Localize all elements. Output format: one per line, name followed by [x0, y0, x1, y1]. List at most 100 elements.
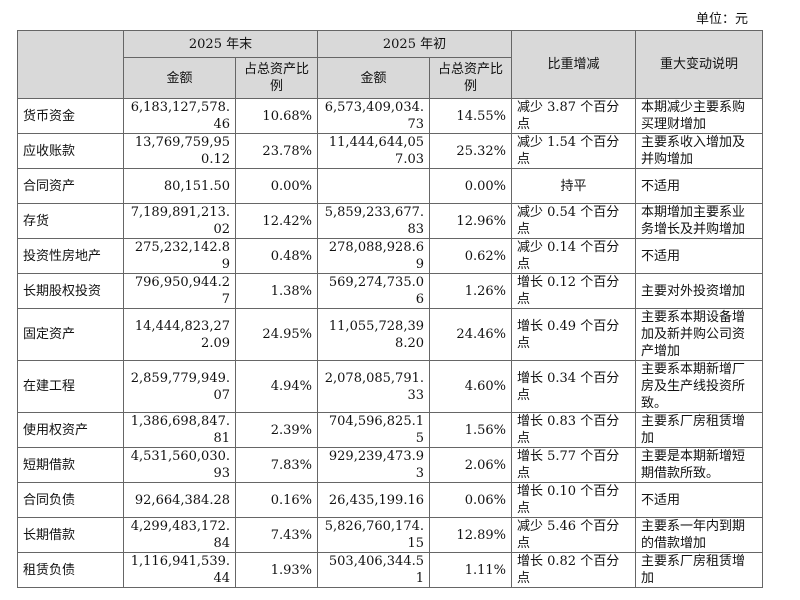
row-item-name: 在建工程: [17, 360, 124, 413]
row-begin-ratio: 1.11%: [429, 552, 512, 588]
balance-change-table: 2025 年末 2025 年初 比重增减 重大变动说明 金额 占总资产比例 金额…: [17, 30, 763, 588]
row-item-name: 固定资产: [17, 308, 124, 361]
row-end-ratio: 0.48%: [235, 238, 318, 274]
row-note: 主要系厂房租赁增加: [635, 412, 763, 448]
row-change: 增长 0.12 个百分点: [511, 273, 636, 309]
row-end-ratio: 23.78%: [235, 133, 318, 169]
unit-label: 单位：元: [695, 12, 748, 27]
row-item-name: 投资性房地产: [17, 238, 124, 274]
row-change: 持平: [511, 168, 636, 204]
row-end-ratio: 4.94%: [235, 360, 318, 413]
row-change: 增长 0.49 个百分点: [511, 308, 636, 361]
row-begin-amount: [317, 168, 430, 204]
row-change: 增长 0.34 个百分点: [511, 360, 636, 413]
row-begin-amount: 5,826,760,174.15: [317, 517, 430, 553]
row-end-amount: 4,299,483,172.84: [123, 517, 236, 553]
table-header: 2025 年末 2025 年初 比重增减 重大变动说明 金额 占总资产比例 金额…: [17, 30, 763, 99]
row-item-name: 存货: [17, 203, 124, 239]
row-begin-amount: 26,435,199.16: [317, 482, 430, 518]
row-begin-amount: 6,573,409,034.73: [317, 98, 430, 134]
row-change: 减少 3.87 个百分点: [511, 98, 636, 134]
row-begin-ratio: 12.89%: [429, 517, 512, 553]
row-end-amount: 92,664,384.28: [123, 482, 236, 518]
table-row: 长期借款 4,299,483,172.84 7.43% 5,826,760,17…: [17, 517, 763, 553]
table-row: 存货 7,189,891,213.02 12.42% 5,859,233,677…: [17, 203, 763, 239]
row-begin-ratio: 24.46%: [429, 308, 512, 361]
table-row: 固定资产 14,444,823,272.09 24.95% 11,055,728…: [17, 308, 763, 361]
row-end-ratio: 7.83%: [235, 447, 318, 483]
row-begin-ratio: 1.26%: [429, 273, 512, 309]
row-begin-amount: 11,055,728,398.20: [317, 308, 430, 361]
row-begin-ratio: 14.55%: [429, 98, 512, 134]
row-note: 本期增加主要系业务增长及并购增加: [635, 203, 763, 239]
row-note: 不适用: [635, 238, 763, 274]
row-end-ratio: 0.00%: [235, 168, 318, 204]
row-note: 主要系收入增加及并购增加: [635, 133, 763, 169]
header-begin-ratio: 占总资产比例: [429, 57, 512, 99]
row-end-ratio: 24.95%: [235, 308, 318, 361]
row-change: 增长 0.83 个百分点: [511, 412, 636, 448]
row-end-amount: 7,189,891,213.02: [123, 203, 236, 239]
row-begin-ratio: 0.06%: [429, 482, 512, 518]
row-item-name: 合同负债: [17, 482, 124, 518]
row-begin-ratio: 0.00%: [429, 168, 512, 204]
row-begin-amount: 2,078,085,791.33: [317, 360, 430, 413]
row-begin-amount: 704,596,825.15: [317, 412, 430, 448]
table-body: 货币资金 6,183,127,578.46 10.68% 6,573,409,0…: [17, 98, 763, 588]
row-end-amount: 6,183,127,578.46: [123, 98, 236, 134]
row-item-name: 短期借款: [17, 447, 124, 483]
row-end-ratio: 10.68%: [235, 98, 318, 134]
row-note: 主要系厂房租赁增加: [635, 552, 763, 588]
row-begin-amount: 11,444,644,057.03: [317, 133, 430, 169]
row-note: 不适用: [635, 168, 763, 204]
row-item-name: 应收账款: [17, 133, 124, 169]
row-end-ratio: 1.38%: [235, 273, 318, 309]
header-begin-amount: 金额: [317, 57, 430, 99]
row-item-name: 长期借款: [17, 517, 124, 553]
row-note: 主要系本期设备增加及新并购公司资产增加: [635, 308, 763, 361]
row-note: 不适用: [635, 482, 763, 518]
row-end-amount: 275,232,142.89: [123, 238, 236, 274]
table-row: 应收账款 13,769,759,950.12 23.78% 11,444,644…: [17, 133, 763, 169]
row-begin-amount: 569,274,735.06: [317, 273, 430, 309]
table-row: 使用权资产 1,386,698,847.81 2.39% 704,596,825…: [17, 412, 763, 448]
table-row: 货币资金 6,183,127,578.46 10.68% 6,573,409,0…: [17, 98, 763, 134]
header-period-begin: 2025 年初: [317, 30, 512, 58]
table-row: 租赁负债 1,116,941,539.44 1.93% 503,406,344.…: [17, 552, 763, 588]
row-note: 主要是本期新增短期借款所致。: [635, 447, 763, 483]
table-row: 合同负债 92,664,384.28 0.16% 26,435,199.16 0…: [17, 482, 763, 518]
row-begin-ratio: 0.62%: [429, 238, 512, 274]
header-item-blank: [17, 30, 124, 99]
row-note: 主要系一年内到期的借款增加: [635, 517, 763, 553]
row-end-amount: 796,950,944.27: [123, 273, 236, 309]
row-item-name: 长期股权投资: [17, 273, 124, 309]
row-item-name: 租赁负债: [17, 552, 124, 588]
row-begin-amount: 278,088,928.69: [317, 238, 430, 274]
table-row: 短期借款 4,531,560,030.93 7.83% 929,239,473.…: [17, 447, 763, 483]
row-item-name: 货币资金: [17, 98, 124, 134]
row-change: 减少 0.14 个百分点: [511, 238, 636, 274]
row-end-amount: 2,859,779,949.07: [123, 360, 236, 413]
row-end-amount: 13,769,759,950.12: [123, 133, 236, 169]
row-end-ratio: 1.93%: [235, 552, 318, 588]
row-begin-ratio: 4.60%: [429, 360, 512, 413]
row-note: 主要对外投资增加: [635, 273, 763, 309]
row-item-name: 使用权资产: [17, 412, 124, 448]
row-end-ratio: 2.39%: [235, 412, 318, 448]
row-begin-ratio: 1.56%: [429, 412, 512, 448]
row-end-amount: 80,151.50: [123, 168, 236, 204]
row-end-amount: 4,531,560,030.93: [123, 447, 236, 483]
row-note: 本期减少主要系购买理财增加: [635, 98, 763, 134]
table-row: 长期股权投资 796,950,944.27 1.38% 569,274,735.…: [17, 273, 763, 309]
row-end-ratio: 7.43%: [235, 517, 318, 553]
row-change: 增长 5.77 个百分点: [511, 447, 636, 483]
row-begin-ratio: 2.06%: [429, 447, 512, 483]
header-explanation: 重大变动说明: [635, 30, 763, 99]
row-begin-amount: 5,859,233,677.83: [317, 203, 430, 239]
row-begin-amount: 929,239,473.93: [317, 447, 430, 483]
row-note: 主要系本期新增厂房及生产线投资所致。: [635, 360, 763, 413]
row-change: 减少 1.54 个百分点: [511, 133, 636, 169]
table-row: 在建工程 2,859,779,949.07 4.94% 2,078,085,79…: [17, 360, 763, 413]
row-end-ratio: 12.42%: [235, 203, 318, 239]
table-row: 投资性房地产 275,232,142.89 0.48% 278,088,928.…: [17, 238, 763, 274]
